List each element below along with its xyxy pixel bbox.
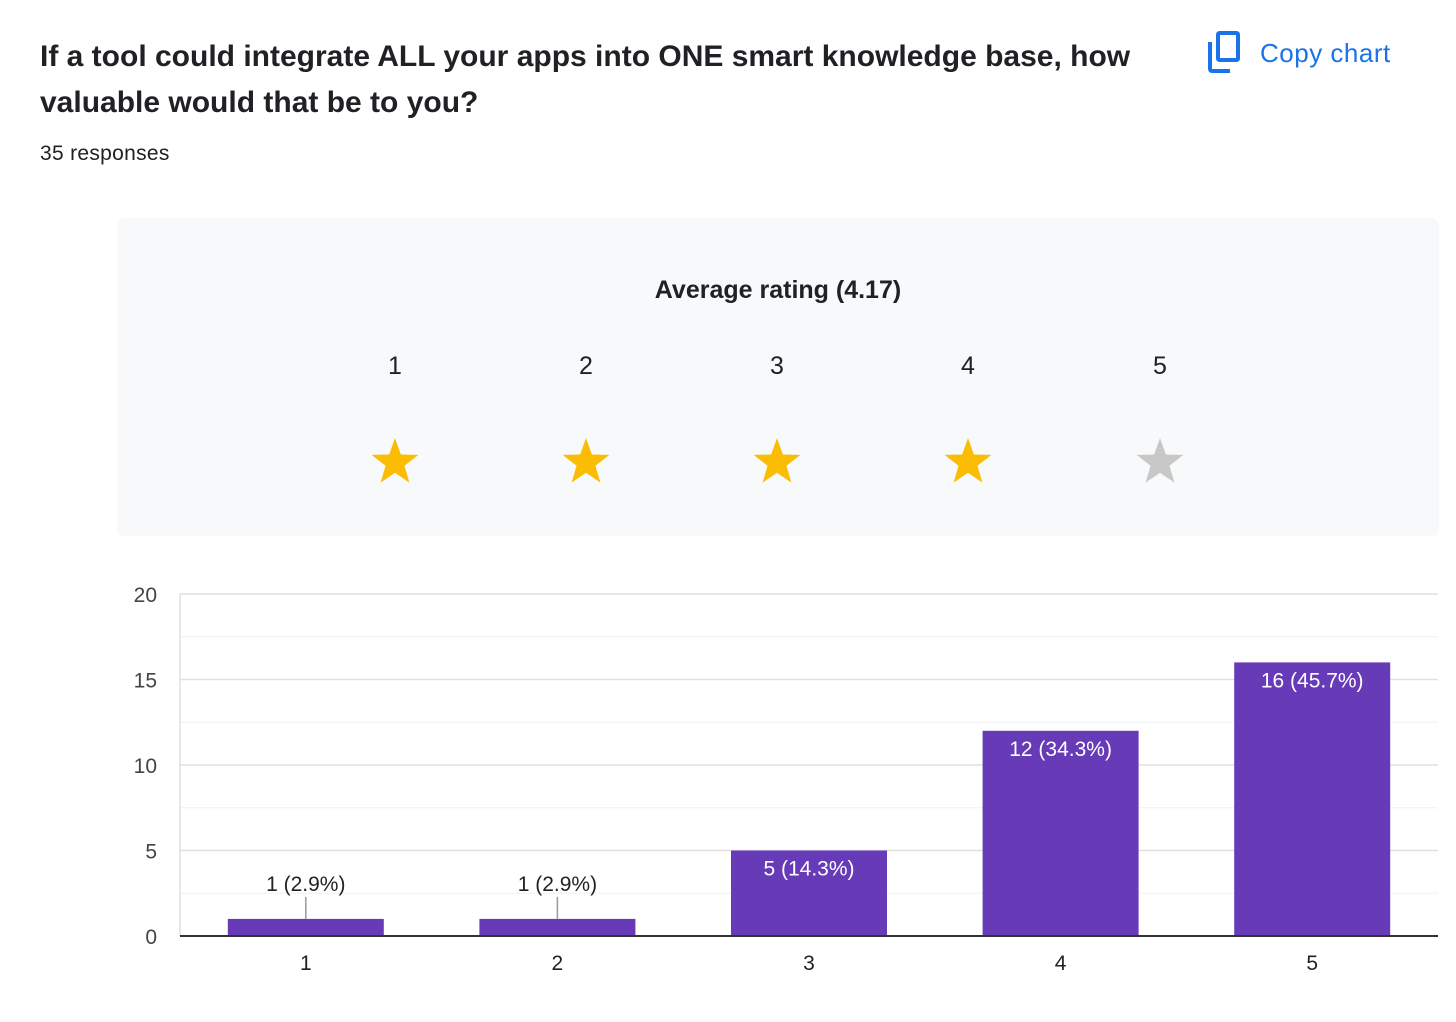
average-rating-panel: Average rating (4.17) 1 2 3 4 5 <box>117 218 1439 536</box>
y-tick-label: 15 <box>134 670 157 693</box>
bar-value-label: 1 (2.9%) <box>266 873 345 896</box>
average-rating-title: Average rating (4.17) <box>654 276 902 304</box>
star-number: 3 <box>770 352 784 380</box>
rating-star-3: 3 <box>727 346 827 488</box>
bar-value-label: 16 (45.7%) <box>1261 669 1364 692</box>
y-tick-label: 10 <box>134 755 157 778</box>
x-tick-label: 4 <box>1055 952 1067 975</box>
bar <box>1234 662 1391 936</box>
copy-chart-button[interactable]: Copy chart <box>1204 28 1391 78</box>
response-count: 35 responses <box>40 142 170 165</box>
copy-chart-label: Copy chart <box>1260 37 1391 68</box>
bar-value-label: 5 (14.3%) <box>763 858 854 881</box>
bar-value-label: 12 (34.3%) <box>1009 738 1112 761</box>
x-tick-label: 5 <box>1306 952 1318 975</box>
rating-star-4: 4 <box>918 346 1018 488</box>
x-tick-label: 2 <box>552 952 564 975</box>
bar <box>479 918 636 936</box>
y-tick-label: 20 <box>134 584 157 607</box>
star-number: 2 <box>579 352 593 380</box>
star-number: 5 <box>1153 352 1167 380</box>
star-number: 1 <box>388 352 402 380</box>
rating-star-5: 5 <box>1110 346 1210 488</box>
question-title: If a tool could integrate ALL your apps … <box>40 40 1131 119</box>
y-tick-label: 5 <box>145 841 157 864</box>
copy-icon <box>1208 31 1240 73</box>
star-icon <box>944 438 992 483</box>
x-tick-label: 1 <box>300 952 312 975</box>
star-icon <box>1136 438 1184 483</box>
bar <box>227 918 384 936</box>
star-icon <box>371 438 419 483</box>
star-icon <box>753 438 801 483</box>
star-icon <box>562 438 610 483</box>
bar <box>982 730 1139 936</box>
rating-star-1: 1 <box>345 346 445 488</box>
star-number: 4 <box>961 352 975 380</box>
bar-value-label: 1 (2.9%) <box>518 873 597 896</box>
bar <box>731 850 887 936</box>
x-tick-label: 3 <box>803 952 815 975</box>
bar-chart: 0 5 10 15 20 1 (2.9%) 1 1 (2.9%) 2 5 (14.3%) 3 12 (… <box>134 584 1438 975</box>
rating-star-2: 2 <box>536 346 636 488</box>
y-tick-label: 0 <box>145 926 157 949</box>
